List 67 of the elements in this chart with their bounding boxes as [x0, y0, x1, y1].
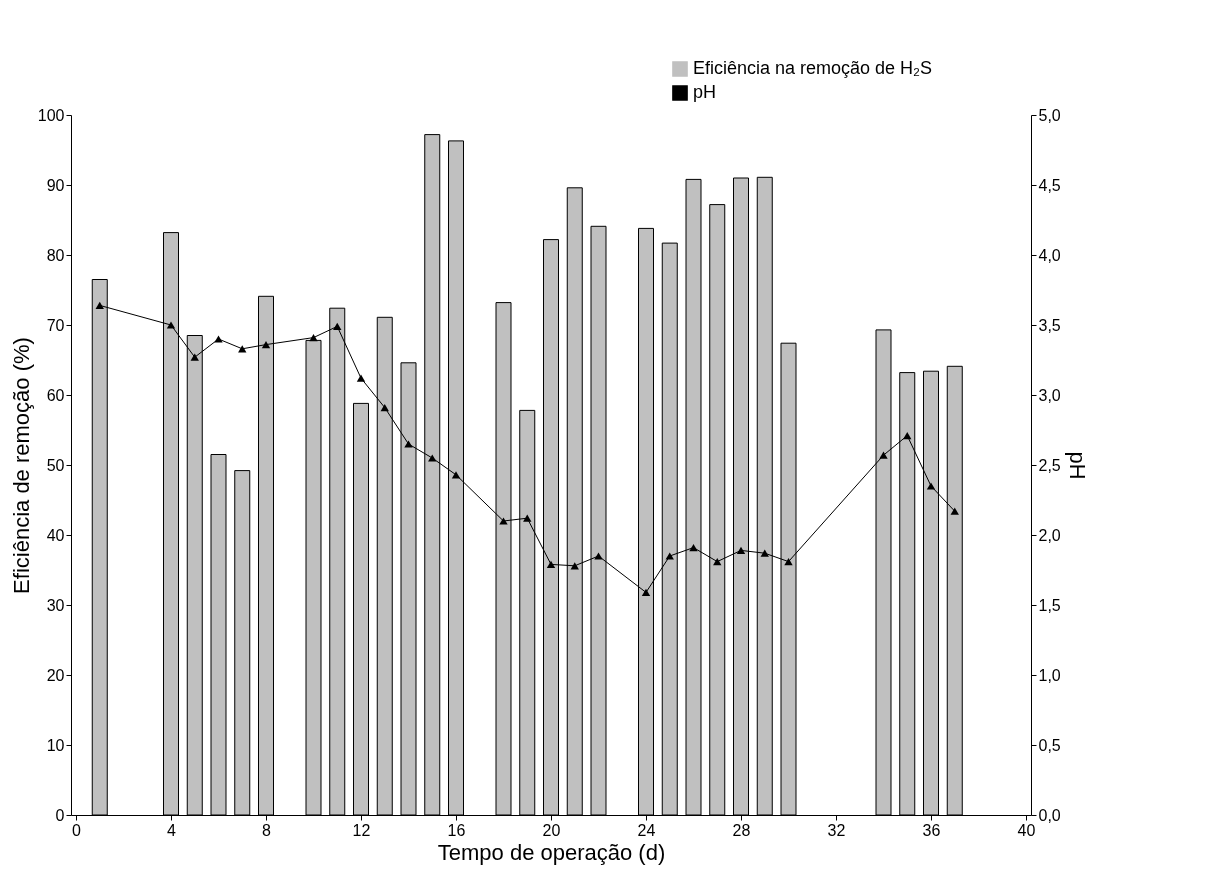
x-tick-label: 0 — [72, 821, 82, 839]
y2-tick-label: 3,0 — [1038, 386, 1061, 404]
point — [570, 562, 579, 570]
x-tick-label: 8 — [262, 821, 272, 839]
y-tick-label: 60 — [46, 386, 65, 404]
x-tick-label: 4 — [167, 821, 177, 839]
point — [879, 451, 888, 459]
y-tick-label: 30 — [46, 596, 65, 614]
y2-tick-label: 5,0 — [1038, 106, 1061, 124]
point — [428, 454, 437, 462]
point — [261, 340, 271, 349]
x-tick-label: 24 — [637, 821, 656, 839]
point — [950, 507, 959, 515]
point — [594, 552, 603, 560]
point — [641, 588, 651, 597]
point — [238, 345, 247, 353]
point — [380, 403, 389, 412]
x-tick-label: 40 — [1017, 821, 1036, 839]
x-tick-label: 20 — [542, 821, 561, 839]
point — [736, 546, 746, 555]
y2-tick-label: 1,0 — [1038, 666, 1061, 684]
point — [356, 374, 366, 382]
legend-label: pH — [693, 82, 717, 102]
x-tick-label: 12 — [352, 821, 371, 839]
point — [333, 322, 342, 331]
y2-tick-label: 4,5 — [1038, 176, 1061, 194]
y-tick-label: 0 — [55, 806, 65, 824]
y2-tick-label: 3,5 — [1038, 316, 1061, 334]
point — [451, 471, 461, 479]
point — [784, 557, 793, 566]
y-tick-label: 50 — [46, 456, 65, 474]
point — [665, 552, 674, 560]
point — [404, 440, 413, 448]
y2-tick-label: 1,5 — [1038, 596, 1061, 614]
legend-label: Eficiência na remoção de H₂S — [693, 58, 933, 78]
y-tick-label: 40 — [46, 526, 65, 544]
point — [546, 560, 556, 569]
y2-tick-label: 2,5 — [1038, 456, 1061, 474]
x-axis-title: Tempo de operação (d) — [437, 839, 666, 865]
y-tick-label: 90 — [46, 176, 65, 194]
y2-tick-label: 4,0 — [1038, 246, 1061, 264]
y2-tick-label: 0,5 — [1038, 736, 1061, 754]
point — [309, 333, 318, 342]
point — [499, 517, 508, 525]
y2-axis-title: pH — [1064, 451, 1090, 480]
point — [166, 321, 176, 329]
y-tick-label: 100 — [37, 106, 65, 124]
y-axis-title: Eficiência de remoção (%) — [8, 337, 34, 594]
x-tick-label: 32 — [827, 821, 846, 839]
point — [689, 543, 698, 552]
y-tick-label: 70 — [46, 316, 65, 334]
point — [760, 549, 769, 557]
point — [190, 353, 199, 361]
y2-tick-label: 0,0 — [1038, 806, 1061, 824]
point — [713, 557, 722, 566]
point — [95, 301, 104, 310]
y-tick-label: 80 — [46, 246, 65, 264]
point — [214, 335, 223, 343]
x-tick-label: 28 — [732, 821, 751, 839]
x-tick-label: 16 — [447, 821, 466, 839]
x-tick-label: 36 — [922, 821, 941, 839]
y2-tick-label: 2,0 — [1038, 526, 1061, 544]
point — [903, 431, 912, 440]
point — [926, 482, 936, 490]
point — [523, 514, 532, 522]
y-tick-label: 20 — [46, 666, 65, 684]
y-tick-label: 10 — [46, 736, 65, 754]
